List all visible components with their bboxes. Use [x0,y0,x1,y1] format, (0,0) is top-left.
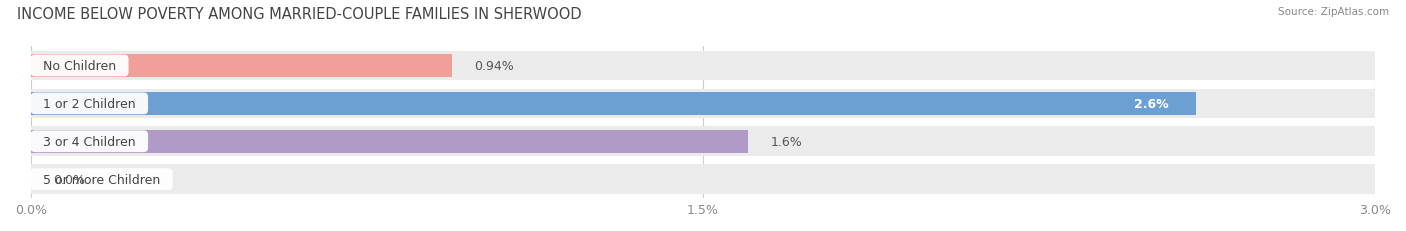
Bar [31,165,1375,194]
Bar [31,52,1375,81]
Text: 1 or 2 Children: 1 or 2 Children [35,97,143,110]
Text: 0.94%: 0.94% [475,60,515,73]
Text: 3 or 4 Children: 3 or 4 Children [35,135,143,148]
Bar [31,127,1375,156]
Bar [31,55,453,78]
Bar [31,89,1375,119]
Bar [31,92,1197,116]
Text: 5 or more Children: 5 or more Children [35,173,169,186]
Bar [31,130,748,153]
Text: No Children: No Children [35,60,124,73]
Text: INCOME BELOW POVERTY AMONG MARRIED-COUPLE FAMILIES IN SHERWOOD: INCOME BELOW POVERTY AMONG MARRIED-COUPL… [17,7,582,22]
Text: 0.0%: 0.0% [53,173,86,186]
Text: Source: ZipAtlas.com: Source: ZipAtlas.com [1278,7,1389,17]
Text: 1.6%: 1.6% [770,135,801,148]
Text: 2.6%: 2.6% [1135,97,1168,110]
